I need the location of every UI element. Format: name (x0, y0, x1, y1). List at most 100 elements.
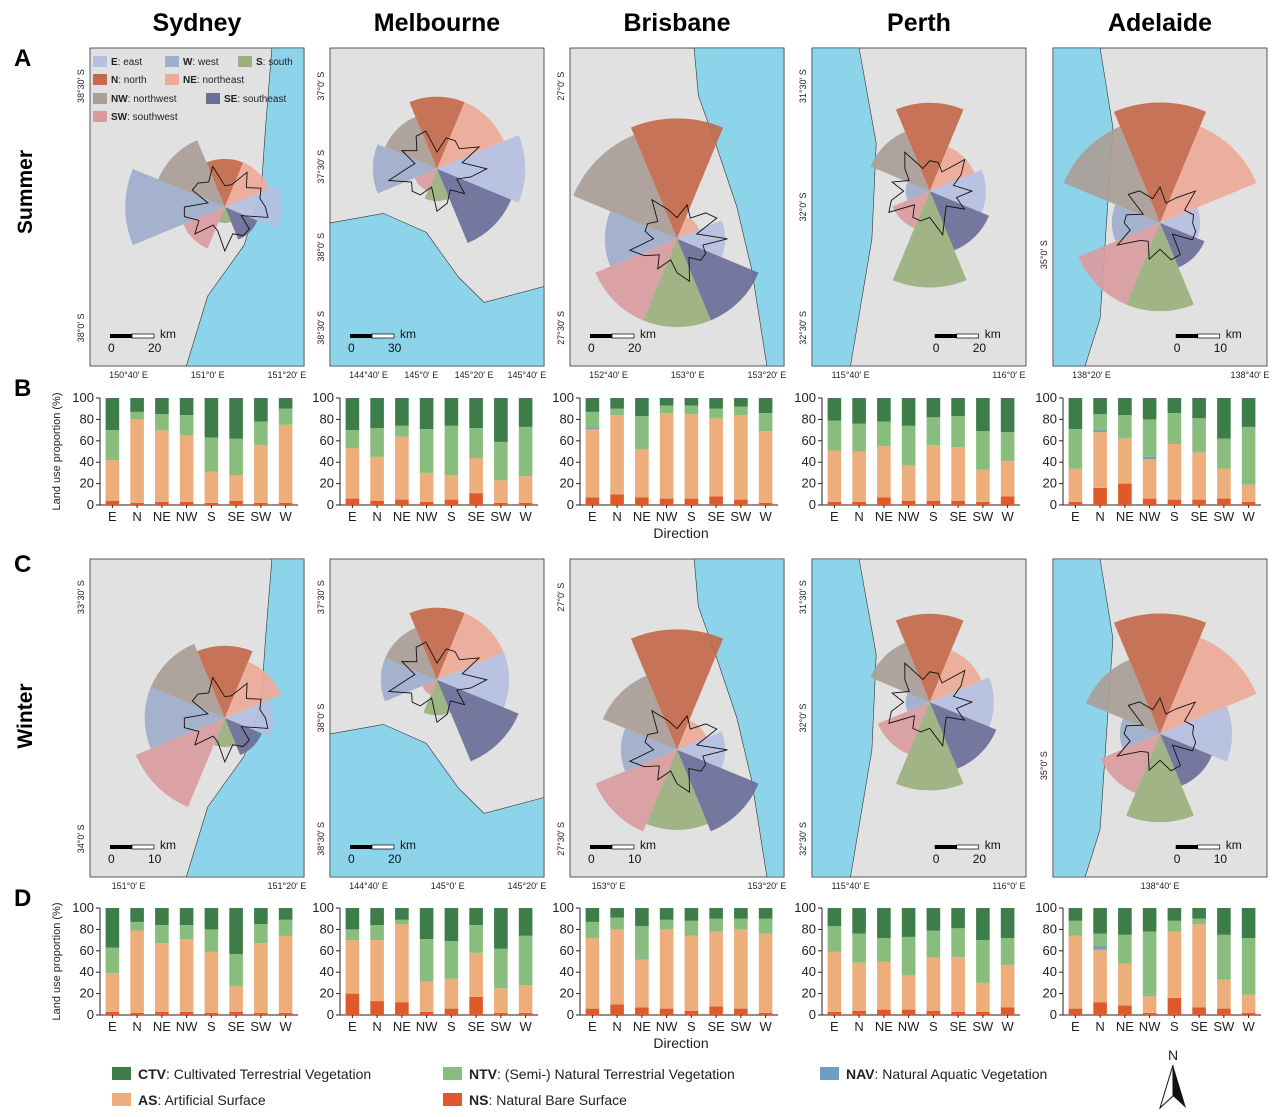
x-tick-label-n: N (132, 509, 141, 524)
y-tick-label: 37°30′ S (316, 580, 326, 614)
bar-ctv-s (926, 908, 941, 931)
x-tick-label-nw: NW (656, 1019, 678, 1034)
bar-ctv-e (345, 398, 360, 431)
city-boundary (888, 662, 974, 747)
x-tick-label-sw: SW (730, 509, 752, 524)
y-tick-label: 0 (87, 497, 94, 512)
legend-label-e: E: east (111, 57, 142, 68)
sector-sw (892, 191, 930, 229)
bar-ntv-s (444, 425, 459, 475)
x-axis-label: Direction (653, 525, 708, 541)
y-tick-label: 60 (80, 433, 94, 448)
y-tick-label: 100 (1035, 900, 1057, 915)
bar-ntv-ne (155, 925, 169, 944)
sector-se (1160, 222, 1205, 268)
y-tick-label: 27°0′ S (556, 72, 566, 101)
bar-ctv-sw (254, 908, 268, 924)
y-tick-label: 35°0′ S (1039, 240, 1049, 269)
legend-swatch-ctv (112, 1067, 131, 1080)
bar-ctv-nw (1142, 398, 1157, 420)
bar-ns-sw (734, 499, 748, 505)
bar-ctv-e (105, 908, 120, 948)
sector-nw (870, 642, 930, 703)
bar-as-n (852, 451, 866, 502)
y-axis-label: Land use proportion (%) (51, 902, 63, 1020)
bar-as-ne (877, 961, 891, 1010)
map-winter-brisbane: 153°0′ E 153°20′ E 27°0′ S 27°30′ S km 0 10 (556, 558, 786, 891)
x-tick-label-se: SE (467, 1019, 485, 1034)
bar-as-se (951, 957, 965, 1012)
map-winter-sydney: 151°0′ E 151°20′ E 33°30′ S 34°0′ S km 0 10 (76, 558, 306, 891)
y-tick-label: 80 (802, 411, 816, 426)
bar-ctv-sw (494, 398, 508, 442)
bar-ntv-nw (419, 939, 434, 982)
y-tick-label: 100 (1035, 390, 1057, 405)
y-tick-label: 31°30′ S (798, 580, 808, 614)
bar-as-ne (1118, 963, 1132, 1006)
sector-sw (414, 168, 437, 192)
bar-as-nw (1142, 995, 1157, 1013)
y-tick-label: 0 (809, 497, 816, 512)
bar-ctv-ne (155, 398, 169, 415)
y-tick-label: 40 (320, 454, 334, 469)
bar-ctv-w (758, 908, 773, 919)
bar-ns-nw (419, 501, 434, 505)
y-tick-label: 20 (560, 986, 574, 1001)
bar-as-w (518, 476, 533, 503)
bar-as-s (444, 475, 459, 500)
city-title-sydney: Sydney (153, 9, 242, 37)
sector-e (677, 220, 726, 258)
x-tick-label-se: SE (227, 509, 245, 524)
x-tick-label-s: S (687, 1019, 696, 1034)
bar-ntv-s (444, 941, 459, 979)
bar-as-ne (395, 436, 409, 500)
bar-as-e (827, 951, 842, 1012)
map-summer-perth: 115°40′ E 116°0′ E 31°30′ S 32°0′ S 32°30′ S… (798, 47, 1027, 380)
bar-ns-e (345, 498, 360, 505)
bar-ctv-se (1192, 908, 1206, 919)
bar-ctv-e (1068, 398, 1083, 429)
city-boundary (387, 641, 488, 723)
sector-sw (422, 679, 437, 695)
scale-value-end: 10 (1214, 341, 1228, 355)
y-tick-label: 34°0′ S (76, 824, 86, 853)
bar-ntv-nw (419, 429, 434, 473)
bar-ns-w (278, 1012, 293, 1015)
bar-as-s (684, 935, 699, 1011)
y-tick-label: 20 (560, 476, 574, 491)
x-tick-label-nw: NW (898, 509, 920, 524)
bar-ctv-n (1093, 398, 1107, 415)
legend-swatch-ne (165, 74, 179, 85)
bar-ntv-sw (254, 924, 268, 944)
y-tick-label: 40 (802, 454, 816, 469)
bar-as-nw (179, 435, 194, 502)
sea-area (1052, 558, 1114, 878)
bar-ns-n (852, 501, 866, 505)
sector-n (630, 629, 724, 750)
y-tick-label: 60 (560, 433, 574, 448)
bar-as-e (1068, 468, 1083, 502)
bar-ctv-s (204, 398, 219, 438)
x-tick-label-se: SE (707, 509, 725, 524)
x-tick-label-ne: NE (875, 1019, 893, 1034)
bar-ntv-se (469, 925, 483, 953)
y-tick-label: 38°0′ S (316, 704, 326, 733)
x-tick-label: 151°0′ E (191, 370, 225, 380)
sector-ne (1160, 637, 1257, 734)
x-tick-label-s: S (207, 1019, 216, 1034)
bar-as-ne (1118, 438, 1132, 484)
bar-ns-nw (1142, 498, 1157, 505)
bar-ns-ne (1118, 483, 1132, 505)
y-tick-label: 0 (567, 1007, 574, 1022)
map-winter-perth: 115°40′ E 116°0′ E 31°30′ S 32°0′ S 32°30′ S… (798, 558, 1027, 891)
bar-ctv-s (204, 908, 219, 930)
bar-chart-d-perth: 0 20 40 60 80 100 E N NE NW S SE SW W (794, 900, 1020, 1034)
bar-ns-n (1093, 487, 1107, 505)
x-tick-label-n: N (1095, 1019, 1104, 1034)
bar-ns-se (469, 493, 483, 505)
scale-value-start: 0 (108, 341, 115, 355)
bar-ns-nw (659, 498, 674, 505)
bar-chart-d-melbourne: 0 20 40 60 80 100 E N NE NW S SE SW W (312, 900, 538, 1034)
bar-ntv-n (130, 411, 144, 420)
sector-ne (929, 146, 975, 192)
